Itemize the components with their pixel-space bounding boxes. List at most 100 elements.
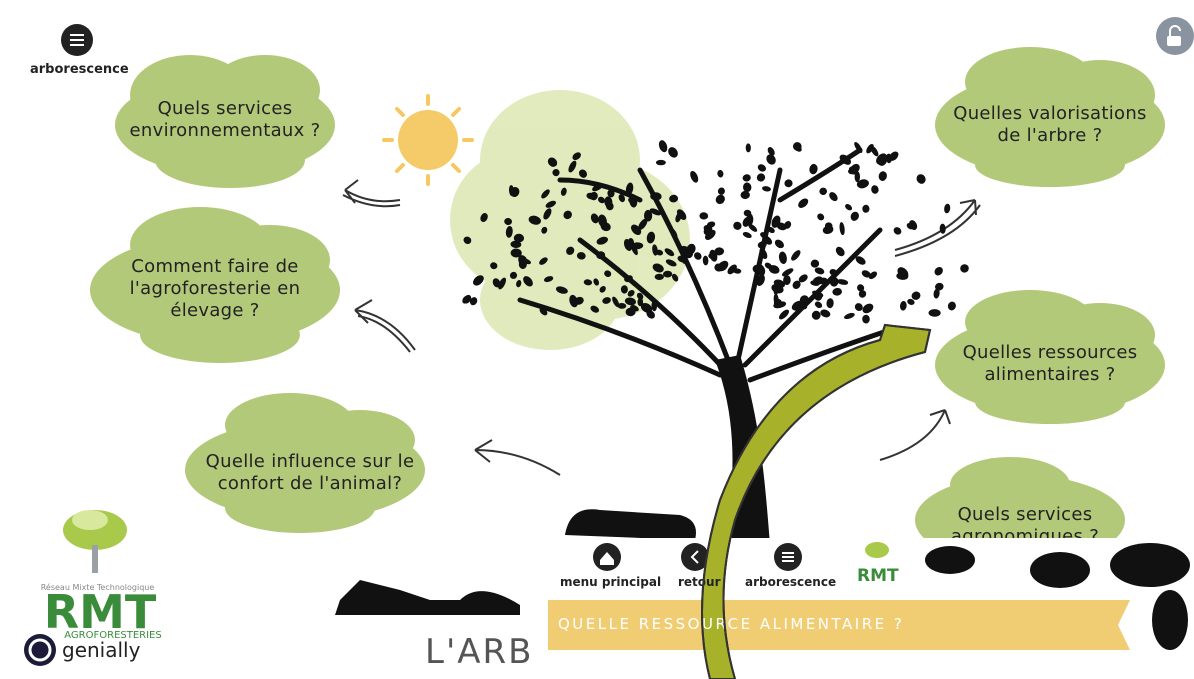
leaf	[837, 279, 848, 285]
leaf	[638, 298, 643, 306]
leaf	[933, 289, 939, 299]
page: arborescence Quels servicesenvironnement…	[0, 0, 1194, 679]
nav-label[interactable]: menu principal	[560, 575, 661, 589]
leaf	[900, 301, 907, 310]
nav-icon[interactable]	[774, 543, 802, 571]
leaf	[893, 226, 902, 235]
leaf	[597, 252, 605, 259]
leaf	[652, 301, 657, 310]
leaf	[608, 190, 614, 197]
menu-icon[interactable]	[61, 24, 93, 56]
leaf	[693, 251, 702, 260]
leaf	[812, 311, 820, 319]
leaf	[577, 252, 586, 260]
leaf	[689, 170, 699, 183]
leaf	[714, 194, 726, 206]
text-line: Quels services	[105, 98, 345, 120]
leaf	[817, 213, 825, 221]
text-line: Quels services	[905, 504, 1145, 526]
overlay-logo: RMT	[857, 566, 899, 586]
leaf	[854, 302, 864, 312]
text-line: l'agroforesterie en	[95, 278, 335, 300]
leaf	[667, 146, 679, 159]
leaf	[850, 211, 860, 222]
text-line: environnementaux ?	[105, 120, 345, 142]
leaf	[960, 264, 968, 272]
leaf	[784, 179, 793, 187]
leaf	[790, 249, 801, 261]
leaf	[743, 182, 752, 192]
leaf	[784, 276, 791, 285]
logo-tree	[63, 510, 127, 573]
leaf	[827, 298, 834, 308]
leaf	[947, 301, 956, 311]
leaf	[911, 291, 921, 301]
leaf	[733, 221, 743, 230]
nav-label[interactable]: arborescence	[30, 62, 129, 77]
leaf	[708, 253, 715, 259]
leaf	[757, 241, 766, 249]
leaf	[621, 286, 627, 294]
leaf	[584, 279, 592, 285]
leaf	[915, 173, 926, 185]
leaf	[828, 191, 839, 202]
leaf	[861, 302, 874, 314]
leaf	[509, 185, 514, 195]
brand[interactable]: genially	[62, 638, 140, 662]
leaf	[929, 310, 940, 317]
leaf	[703, 256, 708, 265]
leaf	[814, 301, 822, 309]
text-line: alimentaires ?	[930, 364, 1170, 386]
leaf	[744, 210, 751, 216]
unlock-button[interactable]	[1156, 17, 1194, 55]
leaf	[506, 226, 513, 237]
leaf	[774, 288, 779, 295]
leaf	[863, 205, 869, 212]
text-line: Comment faire de	[95, 256, 335, 278]
leaf	[628, 238, 633, 246]
leaf	[718, 187, 726, 195]
leaf	[835, 246, 846, 257]
leaf	[839, 222, 844, 234]
nav-label[interactable]: retour	[678, 575, 721, 589]
leaf	[944, 204, 950, 213]
leaf	[907, 298, 915, 305]
leaf	[618, 303, 626, 308]
leaf	[658, 140, 668, 153]
leaf	[940, 224, 945, 233]
text-line: élevage ?	[95, 300, 335, 322]
leaf	[707, 221, 716, 228]
leaf	[933, 266, 943, 276]
leaf	[743, 231, 752, 238]
sun	[384, 96, 472, 184]
leaf	[820, 309, 831, 318]
leaf	[878, 171, 887, 181]
leaf	[663, 271, 671, 277]
leaf	[746, 144, 750, 152]
leaf	[814, 267, 824, 275]
leaf	[819, 187, 828, 195]
leaf	[714, 247, 723, 255]
page-title: L'ARB	[425, 632, 534, 672]
leaf	[809, 164, 818, 175]
leaf	[774, 239, 785, 250]
leaf	[757, 163, 767, 172]
text-line: Quelles valorisations	[930, 103, 1170, 125]
leaf	[742, 174, 750, 182]
nav-icon[interactable]	[593, 543, 621, 571]
nav-label[interactable]: arborescence	[745, 575, 836, 589]
leaf	[779, 252, 788, 265]
leaf	[871, 185, 879, 194]
leaf	[700, 213, 708, 220]
leaf	[741, 191, 750, 198]
leaf	[762, 186, 771, 192]
leaf	[833, 288, 842, 296]
leaf	[504, 218, 512, 225]
leaf	[514, 234, 524, 242]
